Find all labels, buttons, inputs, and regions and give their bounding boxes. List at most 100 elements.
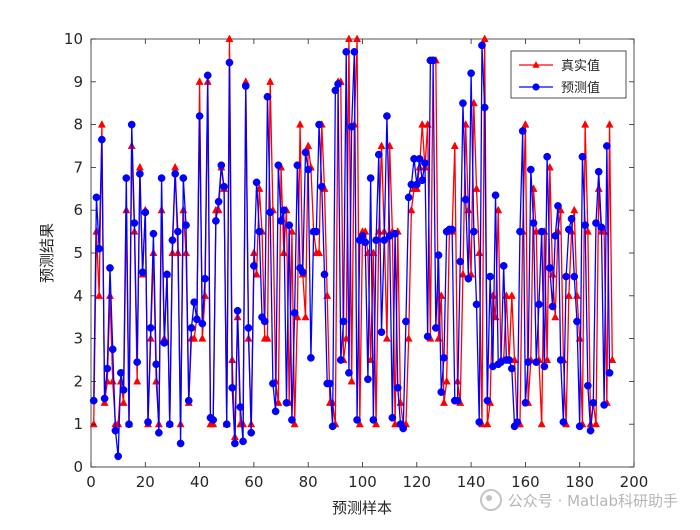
series-1-point	[483, 419, 492, 428]
series-2-point	[469, 227, 478, 236]
series-1-point	[591, 419, 601, 428]
series-1-point	[263, 334, 272, 342]
legend-marker	[532, 83, 540, 91]
legend-entry-1: 真实值	[519, 58, 600, 74]
series-2-point	[217, 161, 226, 170]
series-2-point	[138, 268, 147, 277]
series-2-point	[241, 82, 250, 90]
series-2-point	[524, 358, 532, 366]
series-1-point	[564, 291, 573, 299]
series-2-point	[364, 375, 372, 384]
series-2-point	[526, 165, 535, 174]
series-2-point	[592, 219, 600, 227]
series-2-point	[559, 418, 568, 426]
series-2-point	[521, 398, 530, 407]
series-1-point	[480, 34, 489, 43]
series-2-point	[198, 319, 207, 328]
y-tick-label: 5	[73, 244, 83, 262]
series-1-point	[347, 376, 356, 385]
watermark: 公众号 · Matlab科研助手	[479, 489, 678, 511]
series-2-point	[480, 103, 489, 112]
series-2-point	[195, 112, 204, 120]
legend-label: 真实值	[561, 58, 600, 74]
series-2-point	[250, 261, 258, 270]
series-1-point	[287, 227, 296, 235]
series-2-point	[562, 272, 570, 281]
series-2-point	[345, 368, 353, 377]
legend-label: 预测值	[561, 80, 600, 96]
series-2-point	[434, 251, 443, 259]
series-2-point	[472, 300, 481, 309]
series-2-point	[575, 422, 584, 431]
series-2-point	[586, 426, 595, 435]
series-2-point	[551, 232, 560, 240]
series-2-point	[127, 120, 136, 129]
series-2-point	[233, 306, 242, 315]
series-2-point	[214, 197, 223, 206]
series-2-point	[144, 418, 152, 426]
series-2-point	[141, 208, 150, 217]
series-2-point	[350, 47, 359, 56]
series-2-point	[277, 217, 285, 225]
series-2-point	[312, 227, 321, 236]
series-2-point	[334, 80, 342, 88]
series-2-point	[437, 388, 446, 396]
series-1-point	[296, 120, 305, 128]
series-1-point	[252, 269, 261, 278]
series-2-point	[339, 317, 348, 326]
series-2-point	[399, 424, 408, 433]
series-2-point	[393, 383, 402, 392]
series-2-point	[98, 135, 106, 144]
series-2-point	[605, 368, 614, 377]
series-2-point	[212, 217, 220, 225]
series-1-point	[407, 205, 416, 214]
series-2-point	[564, 225, 573, 234]
series-2-point	[298, 268, 307, 277]
series-1-point	[608, 355, 617, 364]
series-1-point	[458, 269, 467, 278]
series-2-point	[146, 324, 155, 332]
series-2-point	[380, 236, 389, 245]
series-2-point	[543, 152, 551, 161]
series-2-point	[247, 428, 256, 437]
series-2-point	[404, 193, 413, 202]
series-2-point	[114, 452, 123, 461]
series-2-point	[556, 356, 565, 364]
x-tick-label: 140	[457, 473, 486, 491]
series-1-point	[404, 334, 413, 342]
series-2-point	[372, 236, 380, 245]
series-2-point	[168, 236, 177, 245]
series-2-point	[260, 317, 269, 326]
series-2-point	[328, 422, 337, 431]
series-1-point	[108, 376, 117, 385]
series-2-point	[279, 206, 288, 215]
y-tick-label: 10	[64, 30, 83, 48]
series-2-point	[570, 272, 579, 281]
series-2-point	[228, 383, 237, 392]
series-2-point	[89, 396, 98, 405]
series-2-point	[594, 167, 603, 176]
series-2-point	[174, 227, 182, 236]
legend-marker	[532, 61, 540, 68]
series-2-point	[225, 58, 234, 67]
series-2-point	[467, 69, 475, 78]
series-layer	[89, 34, 617, 461]
series-2-point	[130, 219, 139, 227]
series-1-point	[583, 227, 592, 235]
series-2-point	[478, 41, 486, 50]
x-axis-title: 预测样本	[332, 499, 392, 517]
series-2-point	[95, 244, 103, 253]
series-2-point	[516, 227, 524, 236]
series-1-point	[442, 376, 451, 385]
x-tick-label: 180	[565, 473, 594, 491]
series-1-point	[543, 355, 552, 364]
series-2-point	[464, 274, 473, 283]
series-2-point	[554, 202, 562, 210]
legend-box	[510, 50, 627, 99]
axis-layer: 0 20 40 60 80 100 120 140 160 180 200 0 1 2 3 4 5 6 7 8 9 10	[64, 30, 648, 491]
series-1-point	[570, 205, 579, 214]
series-2-point	[567, 214, 576, 223]
x-tick-label: 40	[190, 473, 209, 491]
series-2-point	[505, 356, 513, 364]
series-2-point	[231, 439, 239, 448]
